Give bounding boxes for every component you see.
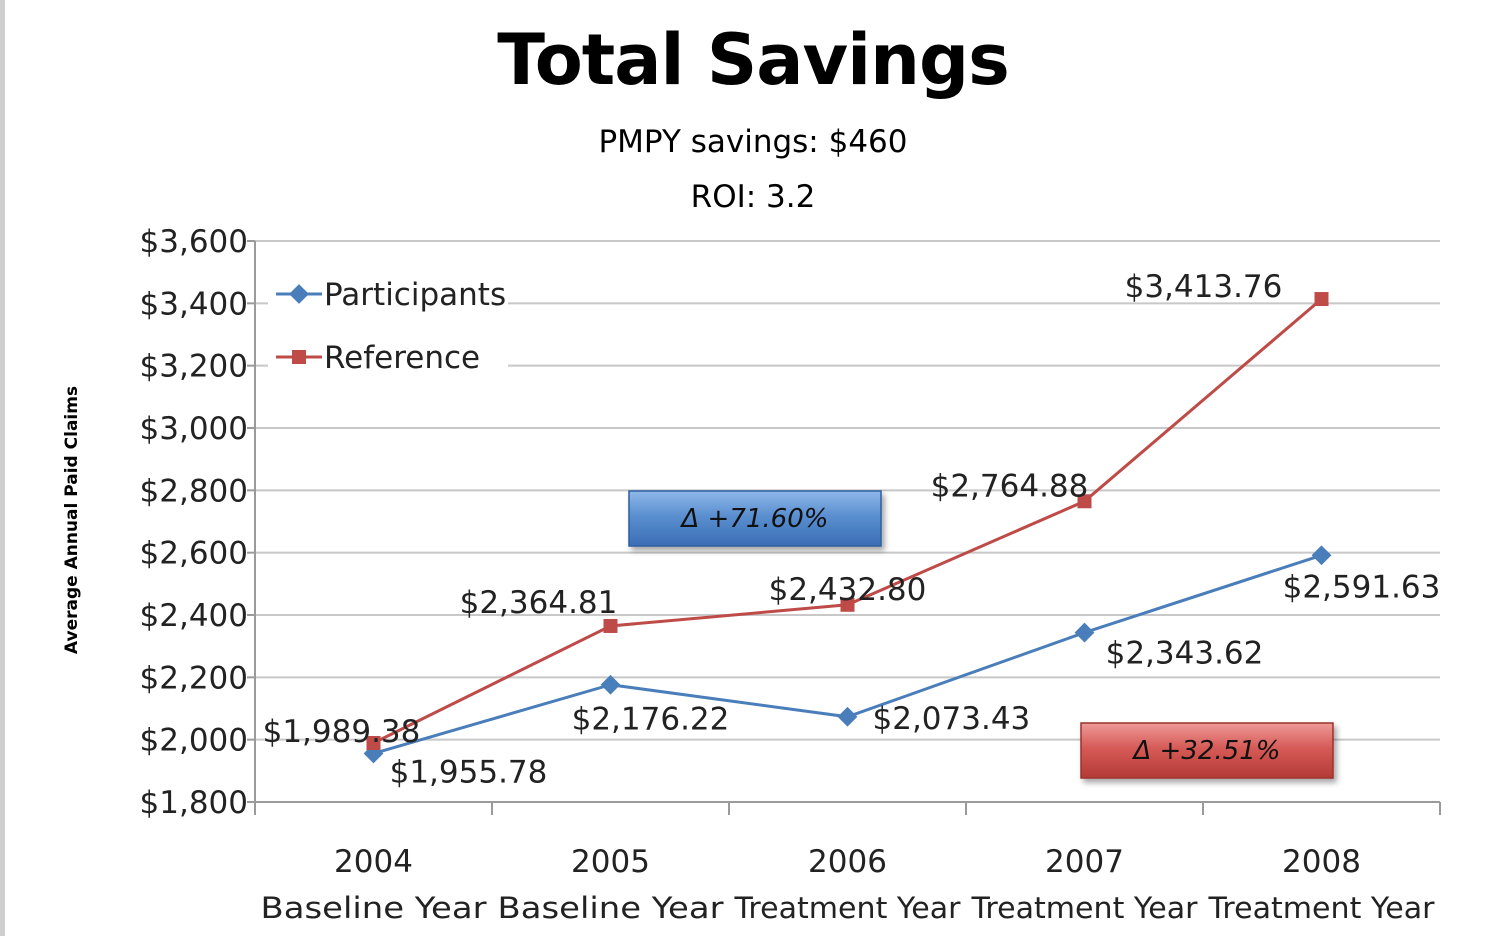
legend: Participants Reference bbox=[268, 262, 508, 390]
y-axis-title: Average Annual Paid Claims bbox=[62, 386, 82, 654]
x-tick-label-year: 2005 bbox=[571, 844, 650, 880]
point-square-reference bbox=[1314, 292, 1329, 307]
data-label-participants: $2,176.22 bbox=[572, 702, 730, 738]
y-tick-label: $2,600 bbox=[140, 536, 248, 572]
annotations: Δ +71.60% Δ +32.51% bbox=[628, 490, 1334, 779]
y-tick-label: $2,000 bbox=[140, 723, 248, 759]
data-label-participants: $2,591.63 bbox=[1283, 569, 1441, 605]
chart-title: Total Savings bbox=[497, 19, 1010, 101]
annotation-box-red bbox=[1080, 722, 1334, 779]
x-tick-label-period: Treatment Year bbox=[1207, 891, 1434, 925]
data-label-reference: $3,413.76 bbox=[1125, 269, 1283, 305]
series bbox=[363, 292, 1332, 764]
x-tick-label-period: Treatment Year bbox=[970, 891, 1197, 925]
point-diamond-participants bbox=[837, 706, 858, 727]
x-tick-label-year: 2008 bbox=[1282, 844, 1361, 880]
y-tick-label: $1,800 bbox=[140, 785, 248, 821]
point-diamond-participants bbox=[1311, 545, 1332, 566]
point-square-reference bbox=[366, 735, 381, 750]
x-tick-label-year: 2007 bbox=[1045, 844, 1124, 880]
x-tick-label-year: 2004 bbox=[334, 844, 413, 880]
legend-box bbox=[268, 262, 508, 390]
y-tick-label: $2,800 bbox=[140, 473, 248, 509]
x-tick-label-period: Baseline Year bbox=[498, 891, 724, 925]
x-tick-label-period: Baseline Year bbox=[261, 891, 487, 925]
y-tick-label: $2,400 bbox=[140, 598, 248, 634]
data-label-participants: $1,955.78 bbox=[390, 754, 548, 790]
data-label-participants: $2,343.62 bbox=[1106, 636, 1264, 672]
data-label-reference: $2,432.80 bbox=[769, 572, 927, 608]
data-label-reference: $2,364.81 bbox=[460, 585, 618, 621]
y-tick-label: $3,400 bbox=[140, 286, 248, 322]
data-label-participants: $2,073.43 bbox=[873, 701, 1031, 737]
y-tick-label: $2,200 bbox=[140, 660, 248, 696]
point-diamond-participants bbox=[1074, 622, 1095, 643]
legend-label: Participants bbox=[324, 277, 506, 313]
subtitle-pmpy-savings: PMPY savings: $460 bbox=[598, 124, 908, 160]
data-label-reference: $1,989.38 bbox=[263, 714, 421, 750]
legend-diamond-marker bbox=[289, 284, 309, 304]
page-left-border bbox=[0, 0, 5, 936]
annotation-text-red: Δ +32.51% bbox=[1132, 736, 1281, 766]
y-tick-label: $3,200 bbox=[140, 349, 248, 385]
x-tick-label-year: 2006 bbox=[808, 844, 887, 880]
axes: $1,800 $2,000 $2,200 $2,400 $2,600 $2,800 $3,0… bbox=[62, 224, 1441, 925]
x-tick-label-period: Treatment Year bbox=[733, 891, 960, 925]
annotation-text-blue: Δ +71.60% bbox=[680, 504, 829, 534]
legend-square-marker bbox=[292, 350, 306, 364]
legend-label: Reference bbox=[324, 340, 480, 376]
point-square-reference bbox=[603, 618, 618, 633]
y-tick-label: $3,600 bbox=[140, 224, 248, 260]
data-labels: $1,955.78 $2,176.22 $2,073.43 $2,343.62 $2,5… bbox=[263, 269, 1441, 790]
y-tick-label: $3,000 bbox=[140, 411, 248, 447]
point-square-reference bbox=[1077, 494, 1092, 509]
data-label-reference: $2,764.88 bbox=[931, 468, 1089, 504]
subtitle-roi: ROI: 3.2 bbox=[690, 179, 816, 215]
point-square-reference bbox=[840, 597, 855, 612]
annotation-box-blue bbox=[628, 490, 882, 547]
point-diamond-participants bbox=[600, 674, 621, 695]
